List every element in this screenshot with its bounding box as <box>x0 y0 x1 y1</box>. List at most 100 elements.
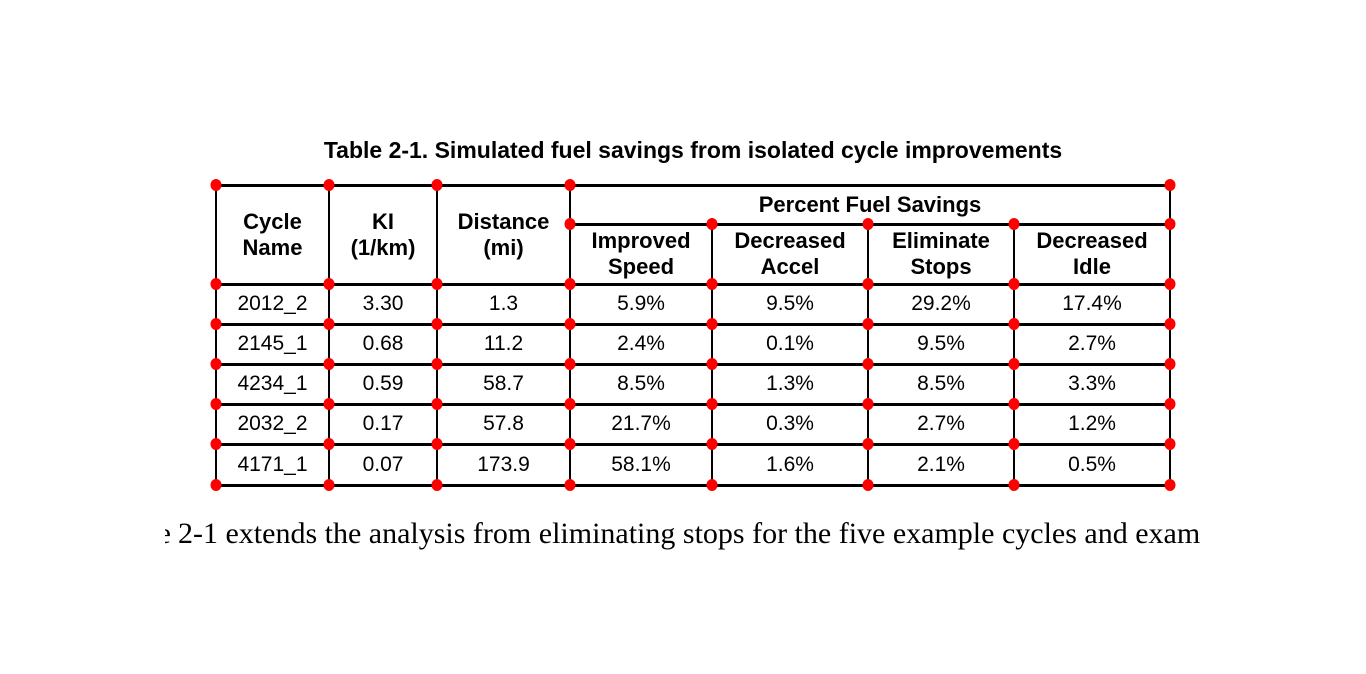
table-border-line <box>215 323 1171 326</box>
header-distance: Distance (mi) <box>457 208 550 260</box>
table-cell-r1-c1: 2012_2 <box>237 292 308 315</box>
table-cell-r2-c6: 9.5% <box>917 332 965 355</box>
grid-intersection-dot <box>431 179 443 191</box>
grid-intersection-dot <box>706 318 718 330</box>
grid-intersection-dot <box>1008 218 1020 230</box>
grid-intersection-dot <box>706 398 718 410</box>
grid-intersection-dot <box>323 438 335 450</box>
table-border-line <box>215 184 1171 187</box>
grid-intersection-dot <box>1008 358 1020 370</box>
grid-intersection-dot <box>706 438 718 450</box>
grid-intersection-dot <box>862 479 874 491</box>
table-border-line <box>436 184 438 486</box>
table-border-line <box>1013 223 1015 486</box>
grid-intersection-dot <box>564 278 576 290</box>
grid-intersection-dot <box>1008 479 1020 491</box>
table-cell-r3-c2: 0.59 <box>362 372 404 395</box>
table-border-line <box>711 223 713 486</box>
grid-intersection-dot <box>210 398 222 410</box>
table-cell-r4-c7: 1.2% <box>1068 412 1116 435</box>
table-cell-r3-c5: 1.3% <box>766 372 814 395</box>
table-border-line <box>215 184 217 486</box>
table-cell-r5-c2: 0.07 <box>362 452 404 476</box>
table-border-line <box>328 184 330 486</box>
grid-intersection-dot <box>1008 278 1020 290</box>
grid-intersection-dot <box>431 358 443 370</box>
grid-intersection-dot <box>431 318 443 330</box>
grid-intersection-dot <box>564 218 576 230</box>
grid-intersection-dot <box>323 179 335 191</box>
grid-intersection-dot <box>1008 398 1020 410</box>
table-border-line <box>215 403 1171 406</box>
table-cell-r5-c3: 173.9 <box>477 452 530 476</box>
header-cycle-name: Cycle Name <box>242 208 303 260</box>
table-cell-r2-c7: 2.7% <box>1068 332 1116 355</box>
grid-intersection-dot <box>564 358 576 370</box>
table-cell-r2-c3: 11.2 <box>483 332 524 355</box>
table-cell-r2-c2: 0.68 <box>362 332 404 355</box>
grid-intersection-dot <box>862 218 874 230</box>
table-border-line <box>215 283 1171 286</box>
grid-intersection-dot <box>862 358 874 370</box>
header-ki: KI (1/km) <box>350 208 416 260</box>
table-cell-r1-c6: 29.2% <box>911 292 971 315</box>
table-cell-r5-c6: 2.1% <box>917 452 965 476</box>
table-border-line <box>215 443 1171 446</box>
table-cell-r2-c1: 2145_1 <box>237 332 308 355</box>
grid-intersection-dot <box>862 438 874 450</box>
grid-intersection-dot <box>1164 278 1176 290</box>
grid-intersection-dot <box>210 278 222 290</box>
table-border-line <box>867 223 869 486</box>
table-cell-r5-c1: 4171_1 <box>237 452 308 476</box>
grid-intersection-dot <box>431 398 443 410</box>
grid-intersection-dot <box>431 479 443 491</box>
table-cell-r2-c4: 2.4% <box>617 332 665 355</box>
grid-intersection-dot <box>564 438 576 450</box>
grid-intersection-dot <box>1164 218 1176 230</box>
clipped-partial-glyph: e <box>165 517 171 559</box>
grid-intersection-dot <box>323 479 335 491</box>
grid-intersection-dot <box>1164 398 1176 410</box>
grid-intersection-dot <box>323 278 335 290</box>
grid-intersection-dot <box>1164 438 1176 450</box>
table-cell-r4-c1: 2032_2 <box>237 412 308 435</box>
table-cell-r3-c4: 8.5% <box>617 372 665 395</box>
table-cell-r3-c6: 8.5% <box>917 372 965 395</box>
table-cell-r5-c4: 58.1% <box>611 452 671 476</box>
grid-intersection-dot <box>1008 318 1020 330</box>
grid-intersection-dot <box>862 398 874 410</box>
grid-intersection-dot <box>431 438 443 450</box>
table-border-line <box>1169 184 1171 486</box>
grid-intersection-dot <box>323 358 335 370</box>
subheader-improved-speed: Improved Speed <box>591 228 691 279</box>
table-border-line <box>569 184 571 486</box>
table-border-line <box>215 363 1171 366</box>
table-cell-r4-c6: 2.7% <box>917 412 965 435</box>
table-cell-r3-c7: 3.3% <box>1068 372 1116 395</box>
table-caption: Table 2-1. Simulated fuel savings from i… <box>323 137 1063 163</box>
grid-intersection-dot <box>706 278 718 290</box>
grid-intersection-dot <box>706 479 718 491</box>
grid-intersection-dot <box>862 278 874 290</box>
grid-intersection-dot <box>210 318 222 330</box>
table-cell-r1-c3: 1.3 <box>488 292 519 315</box>
grid-intersection-dot <box>1164 479 1176 491</box>
grid-intersection-dot <box>1164 358 1176 370</box>
grid-intersection-dot <box>1164 179 1176 191</box>
grid-intersection-dot <box>210 358 222 370</box>
grid-intersection-dot <box>323 318 335 330</box>
table-cell-r1-c7: 17.4% <box>1062 292 1122 315</box>
table-cell-r2-c5: 0.1% <box>766 332 814 355</box>
grid-intersection-dot <box>564 318 576 330</box>
grid-intersection-dot <box>1164 318 1176 330</box>
table-cell-r3-c1: 4234_1 <box>237 372 308 395</box>
table-cell-r4-c5: 0.3% <box>766 412 814 435</box>
header-percent-fuel-savings: Percent Fuel Savings <box>758 191 982 217</box>
table-cell-r4-c4: 21.7% <box>611 412 671 435</box>
table-cell-r3-c3: 58.7 <box>483 372 524 395</box>
grid-intersection-dot <box>210 179 222 191</box>
grid-intersection-dot <box>706 218 718 230</box>
subheader-decreased-idle: Decreased Idle <box>1036 228 1148 279</box>
table-cell-r5-c5: 1.6% <box>766 452 814 476</box>
